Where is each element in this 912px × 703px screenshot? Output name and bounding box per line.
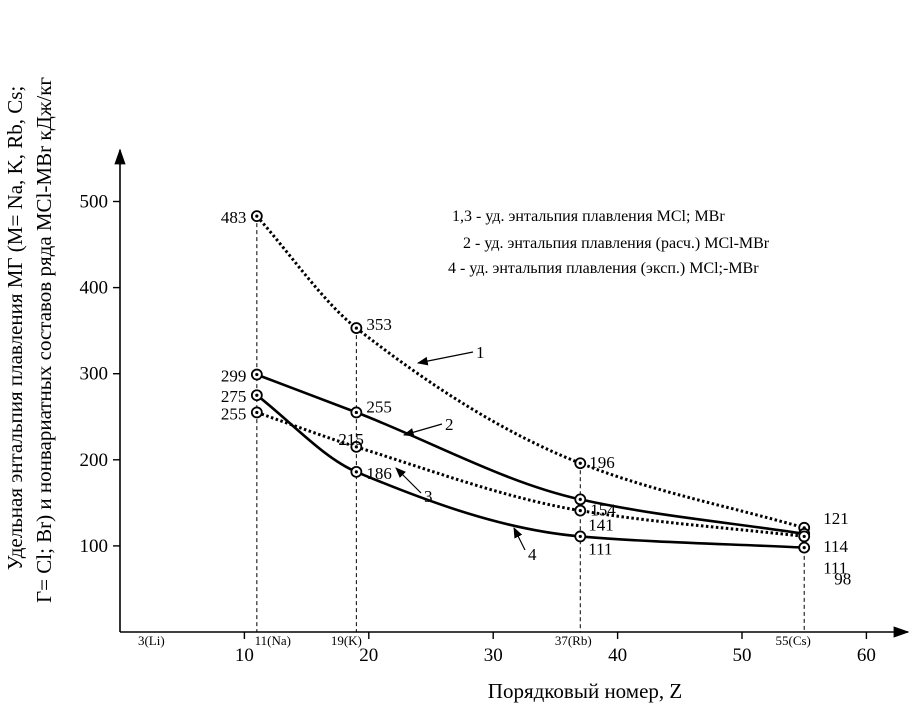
- series-3-point-center: [354, 445, 358, 449]
- value-label: 121: [823, 509, 849, 528]
- curve-pointer-arrow: [416, 351, 474, 366]
- element-marker-label: 11(Na): [255, 633, 291, 648]
- value-label: 275: [221, 387, 247, 406]
- element-marker-label: 55(Cs): [776, 633, 811, 648]
- value-label: 255: [366, 397, 392, 416]
- value-label: 111: [823, 558, 847, 577]
- legend-entry-4: 4 - уд. энтальпия плавления (эксп.) MCl;…: [448, 260, 759, 277]
- series-3-point-center: [578, 508, 582, 513]
- value-label: 215: [338, 430, 364, 449]
- curve-pointer-arrow: [395, 467, 422, 494]
- y-axis-title-line-2: Г= Cl; Br) и нонвариатных составов ряда …: [32, 77, 56, 603]
- value-label: 154: [590, 500, 616, 519]
- series-1-point-center: [255, 214, 259, 218]
- curve-label-4: 4: [528, 545, 537, 564]
- curve-label-3: 3: [424, 487, 433, 506]
- legend-entry-1-3: 1,3 - уд. энтальпия плавления MCl; MBr: [452, 208, 725, 225]
- series-3-point-center: [255, 410, 259, 415]
- series-curves: [255, 215, 805, 549]
- y-tick-label: 100: [80, 536, 109, 557]
- curve-label-1: 1: [476, 343, 485, 362]
- y-axis-title-line-1: Удельная энтальпия плавления МГ (М= Na, …: [3, 86, 27, 570]
- value-label: 111: [588, 539, 612, 558]
- x-tick-label: 50: [733, 645, 752, 666]
- value-label: 255: [221, 404, 247, 423]
- series-points: [250, 210, 811, 554]
- value-label: 196: [589, 453, 615, 472]
- series-1-line: [255, 215, 805, 530]
- y-tick-label: 200: [80, 450, 109, 471]
- x-axis-title: Порядковый номер, Z: [488, 679, 682, 703]
- axes: [114, 148, 910, 638]
- curve-labels: 1 2 3 4: [395, 343, 537, 564]
- curve-pointer-arrow: [513, 527, 526, 551]
- element-marker-label: 19(K): [331, 633, 362, 648]
- x-tick-label: 10: [235, 645, 254, 666]
- element-markers: 3(Li) 11(Na) 19(K) 37(Rb) 55(Cs): [138, 633, 811, 648]
- series-3-point-center: [802, 534, 806, 539]
- curve-label-2: 2: [445, 415, 454, 434]
- value-label: 353: [366, 315, 392, 334]
- series-4-line: [256, 394, 805, 549]
- value-labels: 4833531961212992551541142552151411112751…: [221, 208, 851, 588]
- value-label: 299: [221, 367, 247, 386]
- element-guide-lines: [256, 216, 805, 632]
- legend: 1,3 - уд. энтальпия плавления MCl; MBr 2…: [448, 208, 770, 277]
- series-4-point-center: [802, 546, 806, 550]
- x-ticks: 10 20 30 40 50 60: [235, 632, 876, 666]
- value-label: 186: [366, 464, 392, 483]
- element-marker-label: 37(Rb): [555, 633, 592, 648]
- series-4-point-center: [354, 470, 358, 474]
- x-tick-label: 40: [608, 645, 627, 666]
- y-tick-label: 300: [80, 364, 109, 385]
- series-1-point-center: [354, 326, 358, 330]
- series-2-line: [256, 373, 805, 536]
- y-tick-label: 400: [80, 278, 109, 299]
- element-marker-label: 3(Li): [138, 633, 165, 648]
- legend-entry-2: 2 - уд. энтальпия плавления (расч.) MCl-…: [463, 235, 770, 252]
- value-label: 141: [588, 516, 614, 535]
- curve-pointer-arrow: [402, 423, 443, 437]
- series-2-point-center: [354, 410, 358, 415]
- value-label: 98: [834, 570, 851, 589]
- series-4-point-center: [255, 393, 259, 397]
- x-tick-label: 20: [359, 645, 378, 666]
- series-4-point-center: [578, 534, 582, 539]
- series-2-point-center: [578, 497, 582, 502]
- x-tick-label: 30: [484, 645, 503, 666]
- series-2-point-center: [255, 372, 259, 377]
- series-1-point-center: [578, 461, 582, 465]
- value-label: 114: [823, 537, 848, 556]
- value-label: 483: [221, 208, 247, 227]
- y-ticks: 100 200 300 400 500: [80, 192, 120, 557]
- x-tick-label: 60: [857, 645, 876, 666]
- y-tick-label: 500: [80, 192, 109, 213]
